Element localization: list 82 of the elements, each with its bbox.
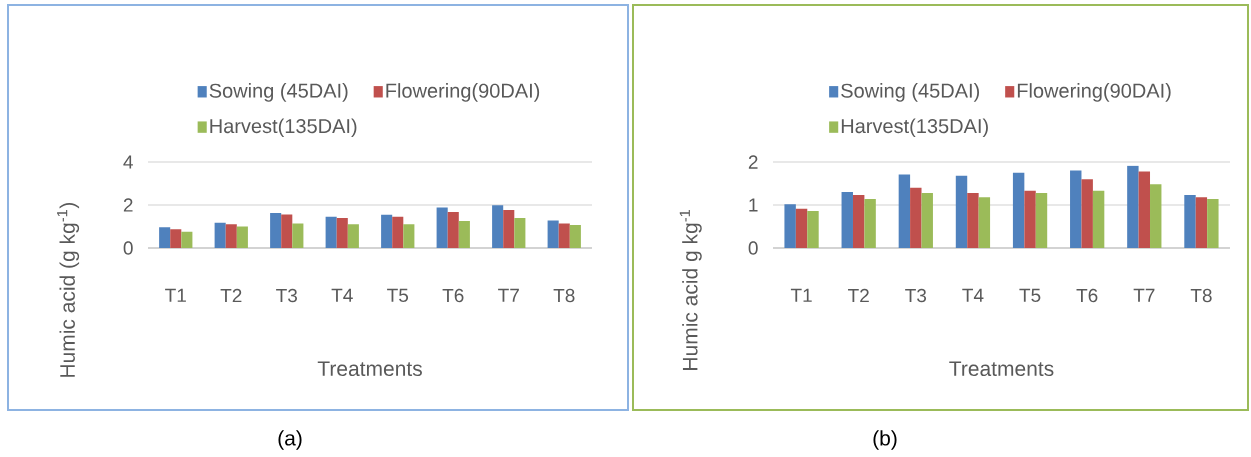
bar [436, 207, 448, 248]
bar [1081, 179, 1093, 248]
bar [569, 224, 581, 248]
x-tick-label: T7 [1133, 288, 1155, 302]
x-tick-label: T7 [498, 288, 519, 302]
y-tick-label: 2 [123, 198, 133, 212]
bar [270, 212, 282, 248]
x-axis-title: Treatments [949, 361, 1054, 377]
y-axis-title: Humic acid (g kg$^{-1}$) [57, 202, 80, 377]
x-tick-label: T6 [442, 288, 464, 303]
bar [514, 218, 526, 248]
bar [1195, 197, 1208, 248]
bar [281, 214, 293, 248]
bar [784, 204, 796, 248]
bar [852, 195, 865, 248]
y-tick-label: 0 [748, 241, 758, 255]
legend-label: Harvest(135DAI) [841, 118, 988, 138]
legend-label: Flowering(90DAI) [386, 83, 540, 102]
bar [967, 192, 979, 248]
bar [181, 231, 193, 248]
bar [841, 192, 853, 248]
text: (a) [278, 430, 302, 450]
y-tick-label: 0 [123, 241, 133, 255]
bar [503, 209, 515, 248]
bar [336, 218, 348, 248]
bar [170, 229, 182, 248]
bar [955, 175, 968, 248]
bar [1138, 171, 1151, 248]
bar [492, 205, 504, 248]
y-axis-title: Humic acid g kg$^{-1}$ [679, 209, 702, 370]
y-tick-label: 2 [748, 155, 758, 169]
bar [325, 216, 337, 248]
x-tick-label: T4 [962, 288, 984, 302]
bar [864, 198, 876, 248]
legend-label: Flowering(90DAI) [1017, 83, 1171, 102]
bar [159, 227, 171, 248]
bar [1127, 165, 1139, 248]
x-tick-label: T8 [1190, 288, 1212, 303]
bar [1207, 198, 1219, 248]
bar [225, 224, 237, 248]
x-tick-label: T3 [276, 288, 297, 303]
bar [292, 223, 304, 248]
bar [978, 197, 991, 248]
bar [381, 214, 393, 248]
bar [1092, 190, 1105, 248]
bar [921, 192, 933, 248]
x-tick-label: T4 [331, 288, 353, 302]
y-tick-label: 4 [123, 155, 133, 169]
bar [392, 216, 404, 248]
bar [236, 226, 248, 248]
bar [1035, 192, 1048, 248]
x-tick-label: T2 [220, 288, 242, 303]
legend-label: Sowing (45DAI) [841, 83, 980, 102]
bar [458, 220, 470, 248]
bar [807, 211, 819, 248]
x-tick-label: T1 [165, 288, 186, 302]
x-tick-label: T5 [387, 288, 409, 303]
text: (b) [873, 430, 897, 450]
x-tick-label: T5 [1019, 288, 1041, 303]
x-tick-label: T6 [1076, 288, 1098, 303]
x-tick-label: T8 [553, 288, 575, 303]
legend-label: Harvest(135DAI) [210, 118, 357, 138]
bar [1184, 195, 1196, 248]
bar [347, 224, 359, 248]
bar [214, 222, 226, 248]
x-tick-label: T1 [790, 288, 812, 302]
bar [898, 174, 911, 248]
bar [910, 187, 922, 248]
x-tick-label: T2 [848, 288, 869, 303]
bar [558, 223, 570, 248]
bar [1070, 170, 1082, 248]
bar [795, 208, 808, 248]
bar [1024, 190, 1036, 248]
bar [403, 224, 415, 248]
bar [1012, 172, 1025, 248]
y-tick-label: 1 [749, 198, 758, 212]
x-axis-title: Treatments [317, 361, 422, 377]
x-tick-label: T3 [905, 288, 927, 303]
legend-label: Sowing (45DAI) [209, 83, 348, 102]
bar [1150, 184, 1162, 248]
bar [447, 212, 459, 248]
bar [547, 220, 559, 248]
